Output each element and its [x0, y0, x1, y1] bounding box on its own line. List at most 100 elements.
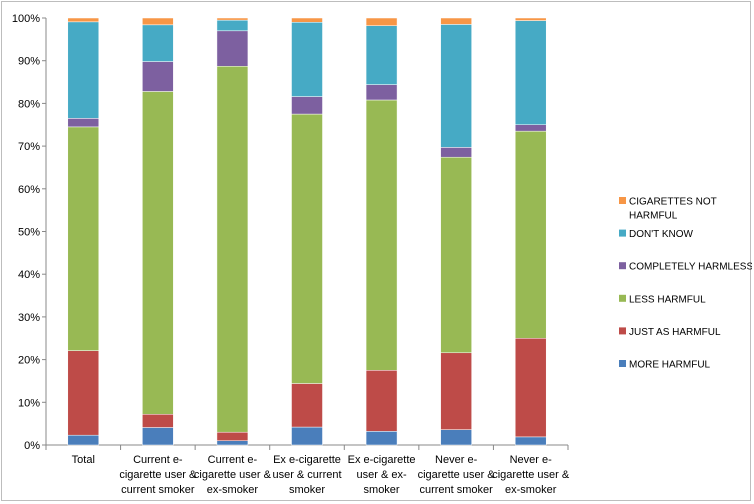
x-category-label-line: Total: [72, 454, 95, 466]
x-category-label: Current e-cigarette user & ex-smoker: [194, 454, 272, 496]
x-category-label: Never e-cigarette user & current smoker: [418, 454, 496, 496]
bar-segment: [216, 17, 249, 21]
bar-segment: [216, 19, 249, 32]
bar-segment: [291, 17, 323, 23]
x-category-label-line: ex-smoker: [505, 484, 557, 496]
y-tick-label: 30%: [18, 312, 40, 324]
bar-segment: [440, 352, 472, 430]
y-tick-label: 100%: [12, 13, 40, 25]
legend-swatch: [619, 360, 626, 367]
legend-label-line: HARMFUL: [629, 211, 678, 222]
legend-label-line: MORE HARMFUL: [629, 360, 711, 371]
x-category-label-line: Never e-: [510, 454, 553, 466]
x-category-label-line: cigarette user &: [194, 469, 272, 481]
bar-segment: [440, 147, 472, 158]
legend-label: COMPLETELY HARMLESS: [629, 262, 752, 273]
x-category-label: Ex e-cigarette user & current smoker: [272, 454, 341, 496]
bar-segment: [440, 24, 472, 148]
legend-label: JUST AS HARMFUL: [629, 327, 721, 338]
x-category-label-line: current smoker: [121, 484, 195, 496]
x-category-label-line: cigarette user &: [418, 469, 496, 481]
legend-label-line: COMPLETELY HARMLESS: [629, 262, 752, 273]
bar-segment: [142, 91, 174, 415]
legend-swatch: [619, 229, 626, 237]
y-tick-label: 80%: [18, 98, 40, 110]
bar-segment: [142, 427, 174, 446]
bar-segment: [365, 431, 398, 446]
x-category-label-line: smoker: [289, 484, 325, 496]
bar-segment: [440, 17, 472, 25]
legend-swatch: [619, 262, 626, 270]
x-category-label-line: current smoker: [419, 484, 493, 496]
bar-segment: [440, 156, 472, 354]
y-tick-label: 10%: [18, 397, 40, 409]
x-category-label-line: ex-smoker: [207, 484, 259, 496]
x-category-label-line: smoker: [364, 484, 400, 496]
bar-segment: [216, 66, 249, 433]
legend-label-line: DON'T KNOW: [629, 229, 694, 240]
legend-swatch: [619, 197, 626, 204]
bar-segment: [142, 24, 174, 62]
legend-swatch: [619, 294, 626, 302]
bar-segment: [291, 426, 323, 446]
y-tick-label: 70%: [18, 141, 40, 153]
bar-segment: [365, 370, 398, 432]
x-category-label: Total: [72, 454, 95, 466]
bar-segment: [142, 61, 174, 92]
x-category-label-line: user & ex-: [357, 469, 407, 481]
y-tick-label: 90%: [18, 56, 40, 68]
legend-label-line: JUST AS HARMFUL: [629, 327, 721, 338]
legend-label-line: LESS HARMFUL: [629, 294, 706, 305]
x-category-label-line: user & current: [272, 469, 341, 481]
bar-segment: [365, 17, 398, 26]
x-category-label-line: cigarette user &: [119, 469, 197, 481]
bar-segment: [514, 17, 547, 21]
bar-segment: [440, 429, 472, 446]
x-category-label-line: Current e-: [208, 454, 258, 466]
bar-segment: [216, 440, 249, 446]
bar-segment: [67, 126, 100, 351]
y-tick-label: 60%: [18, 184, 40, 196]
bar-segment: [365, 25, 398, 85]
y-tick-label: 50%: [18, 227, 40, 239]
bar-segment: [365, 99, 398, 371]
y-tick-label: 0%: [24, 440, 40, 452]
x-category-label-line: Current e-: [133, 454, 183, 466]
bar-segment: [514, 124, 547, 132]
bar-segment: [514, 436, 547, 446]
y-tick-label: 40%: [18, 269, 40, 281]
bar-segment: [291, 383, 323, 428]
bar-segment: [365, 84, 398, 101]
bar-segment: [291, 22, 323, 97]
bar-segment: [216, 431, 249, 441]
x-category-label: Current e-cigarette user & current smoker: [119, 454, 197, 496]
legend-label: LESS HARMFUL: [629, 294, 706, 305]
bar-segment: [514, 130, 547, 339]
bar-segment: [514, 20, 547, 126]
x-category-label: Never e-cigarette user & ex-smoker: [492, 454, 570, 496]
x-category-label-line: Ex e-cigarette: [348, 454, 416, 466]
x-category-label-line: cigarette user &: [492, 469, 570, 481]
legend-label: DON'T KNOW: [629, 229, 694, 240]
y-tick-label: 20%: [18, 355, 40, 367]
bar-segment: [142, 17, 174, 26]
bar-segment: [67, 350, 100, 436]
legend-label-line: CIGARETTES NOT: [629, 197, 717, 208]
bar-segment: [216, 30, 249, 67]
legend-label: CIGARETTES NOT HARMFUL: [629, 197, 717, 222]
bar-segment: [67, 21, 100, 119]
bar-segment: [142, 414, 174, 428]
legend-label: MORE HARMFUL: [629, 360, 711, 371]
bar-segment: [67, 17, 100, 23]
bar-segment: [514, 338, 547, 438]
bar-segment: [291, 96, 323, 115]
x-category-label-line: Never e-: [435, 454, 478, 466]
bar-segment: [291, 113, 323, 384]
legend-swatch: [619, 327, 626, 335]
bar-segment: [67, 118, 100, 128]
bar-segment: [67, 434, 100, 446]
x-category-label-line: Ex e-cigarette: [273, 454, 341, 466]
x-category-label: Ex e-cigarette user & ex-smoker: [348, 454, 416, 496]
